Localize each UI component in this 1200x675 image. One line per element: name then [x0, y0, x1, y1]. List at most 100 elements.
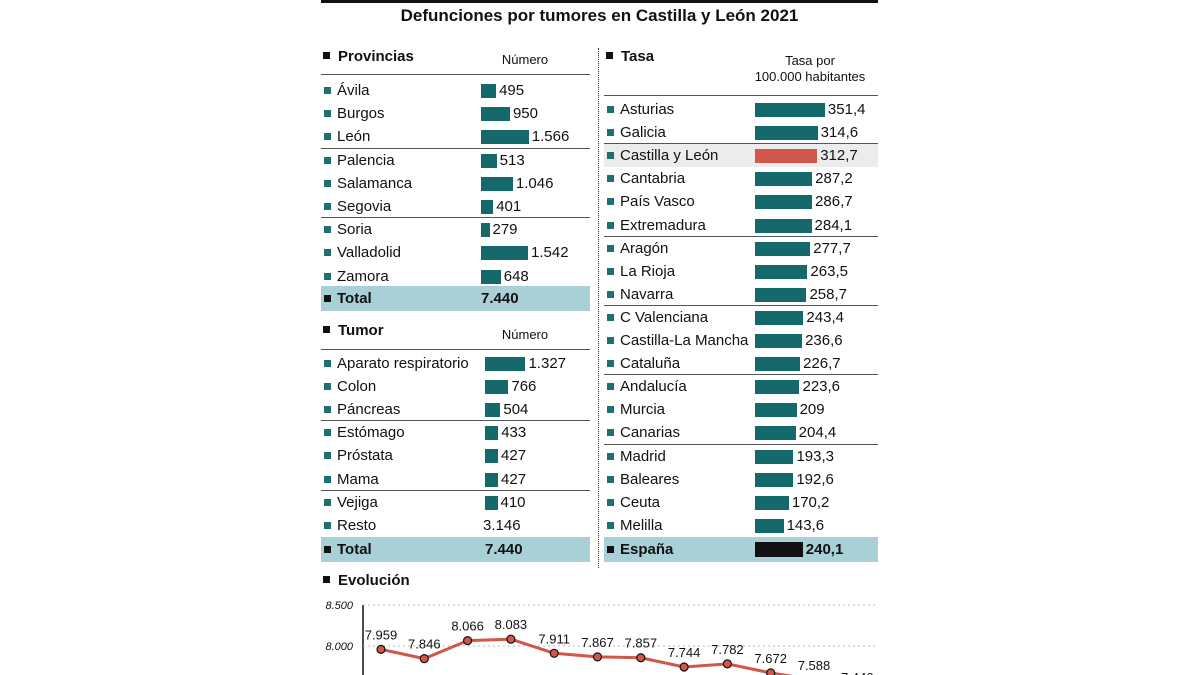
- tasa-bar: [755, 357, 801, 372]
- tasa-row: Melilla 143,6: [604, 514, 878, 537]
- tasa-row: Navarra 258,7: [604, 283, 878, 306]
- data-point: [766, 668, 776, 675]
- data-point: [679, 662, 689, 672]
- row-divider: [321, 217, 590, 219]
- row-divider: [604, 374, 878, 376]
- data-label: 8.083: [495, 617, 528, 632]
- data-point: [592, 652, 603, 662]
- provincias-divider: [321, 74, 590, 75]
- tasa-row-value: 258,7: [809, 285, 848, 303]
- tasa-row-value: 263,5: [810, 262, 848, 280]
- total-square-icon: [324, 546, 331, 553]
- tumor-bar: [485, 449, 499, 464]
- tumor-row-value: 410: [500, 493, 526, 511]
- tasa-row-label: Aragón: [620, 239, 669, 257]
- tumor-total-value: 7.440: [485, 541, 523, 558]
- tasa-row: Canarias 204,4: [604, 421, 878, 444]
- tasa-bar: [755, 149, 818, 164]
- provincias-bar: [481, 107, 510, 122]
- row-square-icon: [324, 179, 331, 187]
- tasa-row-label: Baleares: [620, 470, 680, 488]
- tasa-row: Castilla y León 312,7: [604, 144, 878, 168]
- provincias-row: Ávila 495: [321, 79, 590, 102]
- row-square-icon: [324, 498, 331, 506]
- provincias-heading: Provincias: [323, 48, 414, 65]
- tasa-row: La Rioja 263,5: [604, 260, 878, 283]
- row-square-icon: [607, 429, 614, 437]
- provincias-bar: [481, 200, 494, 214]
- row-square-icon: [324, 429, 331, 437]
- total-square-icon: [324, 295, 331, 302]
- tasa-row-label: Canarias: [620, 424, 681, 442]
- row-square-icon: [324, 452, 331, 460]
- row-square-icon: [324, 249, 331, 257]
- row-square-icon: [324, 110, 331, 118]
- provincias-bar: [481, 84, 497, 98]
- tasa-bar: [755, 495, 789, 510]
- tasa-bar: [755, 518, 784, 533]
- provincias-bar: [481, 246, 529, 261]
- tumor-row-value: 427: [501, 470, 527, 488]
- tumor-row-value: 433: [501, 424, 527, 442]
- tasa-row-value: 193,3: [796, 447, 834, 465]
- row-square-icon: [607, 360, 614, 368]
- data-point: [463, 635, 473, 646]
- tumor-bar: [485, 495, 498, 510]
- tasa-bar: [755, 172, 813, 187]
- tasa-row-value: 287,2: [815, 170, 853, 188]
- provincias-row-value: 1.566: [531, 128, 570, 146]
- tasa-row-label: Asturias: [620, 101, 675, 118]
- tumor-row: Mama 427: [321, 468, 590, 491]
- tasa-heading-label: Tasa: [621, 48, 655, 65]
- provincias-row-value: 495: [499, 82, 525, 99]
- row-square-icon: [607, 313, 614, 321]
- provincias-total: Total 7.440: [321, 286, 590, 311]
- provincias-col-label: Número: [501, 52, 549, 67]
- data-label: 7.744: [668, 645, 701, 660]
- tasa-row-value: 192,6: [796, 470, 834, 488]
- row-divider: [321, 147, 590, 149]
- tasa-row-value: 209: [799, 401, 825, 419]
- tasa-row-value: 314,6: [820, 124, 859, 142]
- tumor-col-label: Número: [501, 327, 549, 342]
- provincias-row-value: 1.542: [531, 244, 569, 262]
- tasa-row-label: C Valenciana: [620, 308, 709, 326]
- tumor-row-label: Aparato respiratorio: [337, 355, 469, 372]
- tumor-row: Vejiga 410: [321, 491, 590, 514]
- row-divider: [604, 235, 878, 237]
- provincias-row: Valladolid 1.542: [321, 241, 590, 264]
- tasa-row-label: Navarra: [620, 285, 674, 303]
- provincias-row: León 1.566: [321, 125, 590, 148]
- tumor-row-value: 766: [511, 378, 537, 396]
- data-label: 7.440: [841, 670, 874, 675]
- provincias-row-label: Ávila: [337, 82, 370, 99]
- y-tick-label: 8.000: [325, 641, 353, 653]
- tumor-row-label: Colon: [337, 378, 377, 396]
- tumor-row-value: 427: [501, 447, 527, 465]
- tasa-row-label: Ceuta: [620, 493, 661, 511]
- data-point: [636, 653, 646, 663]
- data-point: [376, 644, 386, 654]
- row-square-icon: [607, 498, 614, 506]
- data-point: [722, 659, 732, 669]
- tasa-bar: [755, 241, 811, 256]
- tumor-row-label: Mama: [337, 470, 379, 488]
- tumor-row: Páncreas 504: [321, 398, 590, 421]
- tasa-row: Baleares 192,6: [604, 468, 878, 491]
- tumor-row-label: Vejiga: [337, 493, 378, 511]
- tasa-total-bar: [755, 542, 803, 557]
- tasa-row: Extremadura 284,1: [604, 214, 878, 237]
- row-square-icon: [607, 198, 614, 206]
- provincias-row-label: Salamanca: [337, 174, 413, 192]
- data-label: 7.959: [365, 627, 398, 642]
- row-square-icon: [607, 521, 614, 529]
- column-divider: [598, 48, 599, 568]
- tasa-row-label: Cantabria: [620, 170, 686, 188]
- tasa-row-value: 312,7: [820, 147, 858, 165]
- tasa-bar: [755, 334, 803, 348]
- tasa-row-value: 277,7: [813, 239, 851, 257]
- heading-square-icon: [323, 52, 330, 59]
- tumor-bar: [485, 472, 499, 487]
- tasa-row: Galicia 314,6: [604, 121, 878, 144]
- tasa-row: C Valenciana 243,4: [604, 306, 878, 329]
